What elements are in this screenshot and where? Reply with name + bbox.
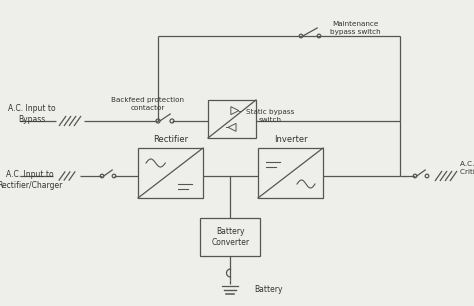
Text: Rectifier: Rectifier <box>153 136 188 144</box>
Text: Backfeed protection
contactor: Backfeed protection contactor <box>111 97 184 111</box>
Text: Battery
Converter: Battery Converter <box>211 227 250 247</box>
Text: Static bypass
switch: Static bypass switch <box>246 109 294 123</box>
Text: Maintenance
bypass switch: Maintenance bypass switch <box>330 21 380 35</box>
Bar <box>201 218 261 256</box>
Bar <box>138 148 203 198</box>
Text: A.C. Output to
Critical Load: A.C. Output to Critical Load <box>460 161 474 175</box>
Text: A.C. Input to
Rectifier/Charger: A.C. Input to Rectifier/Charger <box>0 170 63 190</box>
Bar <box>208 100 256 138</box>
Bar <box>258 148 323 198</box>
Text: A.C. Input to
Bypass: A.C. Input to Bypass <box>8 104 56 124</box>
Text: Inverter: Inverter <box>273 136 307 144</box>
Text: Battery: Battery <box>255 285 283 294</box>
